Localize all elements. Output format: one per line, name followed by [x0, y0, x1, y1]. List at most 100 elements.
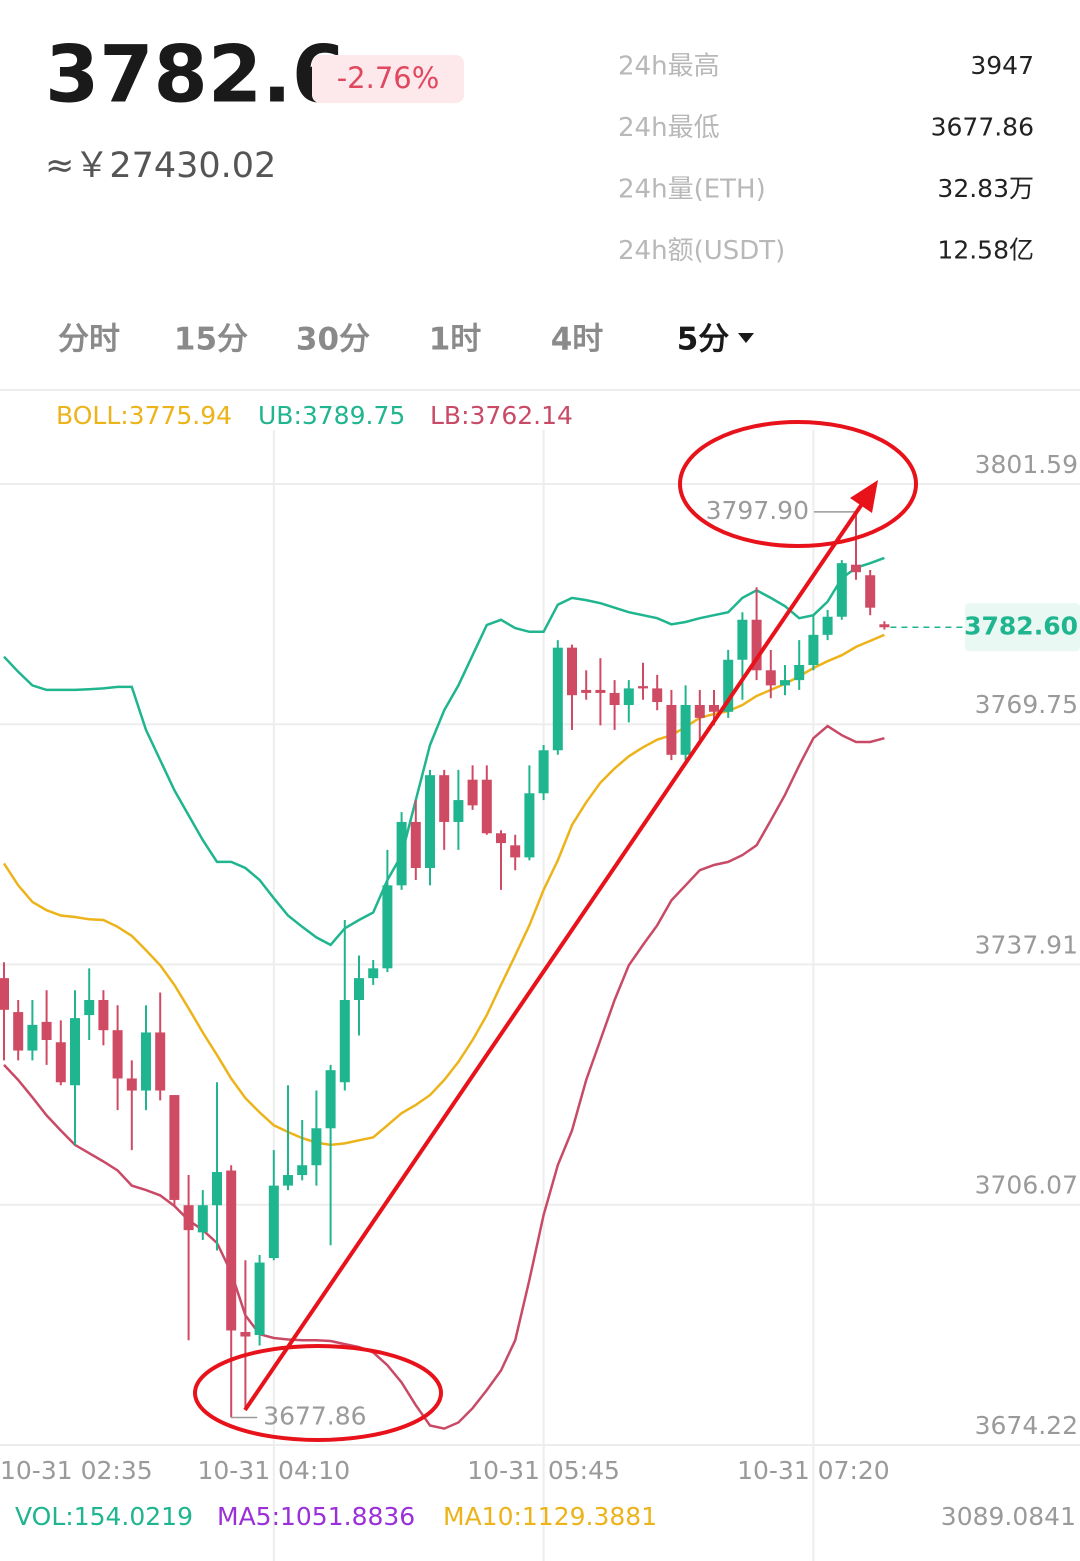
- candle-body: [780, 680, 790, 686]
- candle-body: [851, 564, 861, 573]
- tab[interactable]: 1时: [429, 322, 482, 358]
- candle-body: [98, 1000, 109, 1031]
- candle-body: [325, 1070, 336, 1129]
- candle-body: [197, 1205, 208, 1233]
- fiat-price: ≈￥27430.02: [45, 146, 276, 186]
- candle-body: [212, 1172, 222, 1206]
- candle-body: [609, 692, 620, 706]
- candle-body: [453, 800, 464, 822]
- candle-body: [794, 665, 805, 681]
- dropdown-icon[interactable]: [738, 333, 754, 343]
- candle-body: [283, 1175, 293, 1186]
- candle-body: [822, 616, 833, 635]
- stat-label: 24h量(ETH): [618, 175, 766, 205]
- candle-body: [396, 821, 407, 886]
- tab[interactable]: 30分: [296, 322, 370, 358]
- candle-body: [183, 1205, 194, 1231]
- candle-body: [70, 1018, 80, 1086]
- candle-body: [354, 978, 364, 1001]
- candle-body: [623, 688, 634, 706]
- candle-body: [27, 1024, 38, 1051]
- change-badge: [312, 55, 464, 103]
- candle-body: [425, 775, 435, 868]
- candle-body: [709, 705, 719, 712]
- y-tick-label: 3674.22: [975, 1411, 1078, 1440]
- volume-legend: VOL:154.0219: [15, 1502, 193, 1531]
- candle-body: [552, 647, 563, 751]
- candle-body: [268, 1185, 279, 1259]
- candle-body: [836, 563, 847, 617]
- candle-body: [112, 1030, 123, 1079]
- tab[interactable]: 分时: [58, 322, 120, 358]
- candle-body: [666, 705, 677, 755]
- x-tick-label: 10-31 05:45: [467, 1456, 620, 1485]
- last-price-label: 3782.60: [964, 611, 1078, 640]
- x-tick-label: 10-31 04:10: [197, 1456, 350, 1485]
- candle-body: [311, 1128, 322, 1166]
- candle-body: [481, 779, 492, 834]
- highlight-circle: [193, 1344, 443, 1442]
- candle-body: [765, 670, 776, 686]
- legend-item: BOLL:3775.94: [56, 401, 232, 430]
- candle-body: [254, 1262, 265, 1335]
- candle-body: [567, 647, 577, 696]
- candle-body: [339, 1000, 350, 1083]
- price: 3782.6: [45, 30, 346, 120]
- candle-body: [595, 689, 606, 693]
- candle-body: [13, 1012, 24, 1051]
- candle-body: [581, 689, 592, 693]
- candle-body: [84, 1000, 95, 1016]
- stat-value: 12.58亿: [937, 236, 1034, 265]
- volume-legend: MA10:1129.3881: [443, 1502, 657, 1531]
- candle-body: [467, 779, 478, 806]
- plot: 3801.59 3769.75 3737.91 3706.07 3674.22 10-31…: [0, 430, 1080, 1561]
- stats: 24h最高 3947 24h最低 3677.86 24h量(ETH) 32.83万 24h额…: [618, 51, 1034, 266]
- candle-body: [652, 688, 663, 702]
- candle-body: [879, 624, 890, 628]
- candle-body: [41, 1021, 52, 1040]
- low-marker: 3677.86: [263, 1402, 366, 1431]
- candle-body: [808, 634, 819, 666]
- candle-body: [694, 705, 705, 718]
- candle-body: [410, 821, 421, 868]
- stat-label: 24h最高: [618, 52, 720, 82]
- highlight-circle: [678, 420, 918, 548]
- trend-arrow: [243, 502, 864, 1412]
- candle-body: [126, 1078, 137, 1091]
- tab[interactable]: 4时: [551, 322, 604, 358]
- band-line: [3, 724, 885, 1430]
- legend-item: UB:3789.75: [258, 401, 405, 430]
- candle-body: [638, 686, 648, 689]
- x-tick-label: 10-31 02:35: [0, 1456, 153, 1485]
- candle-body: [141, 1032, 151, 1091]
- candle-body: [297, 1165, 308, 1176]
- candle-body: [524, 793, 535, 858]
- stat-value: 32.83万: [937, 174, 1034, 203]
- candle-body: [737, 619, 748, 660]
- tab[interactable]: 15分: [174, 322, 248, 358]
- candle-body: [226, 1170, 237, 1331]
- candle-body: [865, 575, 876, 608]
- candle-body: [751, 619, 762, 671]
- candle-body: [55, 1042, 66, 1083]
- candle-body: [538, 750, 549, 794]
- stat-value: 3947: [970, 51, 1034, 80]
- candle-body: [680, 705, 691, 755]
- candle-body: [169, 1095, 180, 1200]
- volume-legend: MA5:1051.8836: [217, 1502, 415, 1531]
- last-price-tag: [965, 603, 1080, 652]
- tab-active[interactable]: 5分: [677, 322, 730, 358]
- band-line: [2, 633, 885, 1147]
- legend-item: LB:3762.14: [430, 401, 573, 430]
- y-tick-label: 3706.07: [975, 1171, 1078, 1200]
- x-tick-label: 10-31 07:20: [737, 1456, 890, 1485]
- high-marker: 3797.90: [706, 496, 809, 525]
- volume-axis-max: 3089.0841: [941, 1502, 1076, 1531]
- change: -2.76%: [337, 61, 440, 95]
- stat-label: 24h额(USDT): [618, 236, 785, 266]
- y-tick-label: 3801.59: [975, 450, 1078, 479]
- y-tick-label: 3737.91: [975, 930, 1078, 959]
- candle-body: [723, 659, 734, 712]
